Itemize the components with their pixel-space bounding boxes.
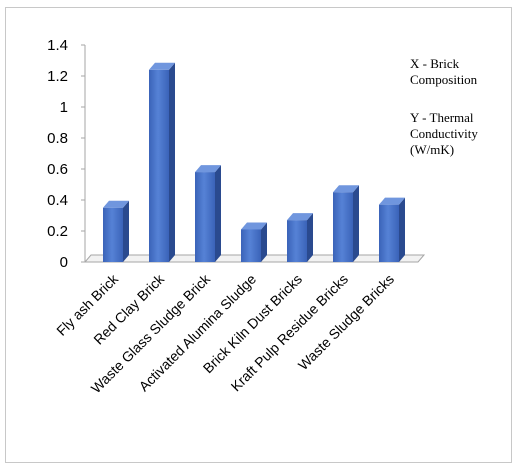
y-tick-label: 0 [60,254,68,271]
bar-front [241,229,261,262]
bar [287,213,313,262]
bar [103,200,129,262]
bar-top [149,62,175,70]
y-tick-label: 1.4 [47,37,68,54]
bars [103,62,405,262]
bar-side [261,222,267,262]
bar-front [333,192,353,262]
bar-top [103,200,129,208]
bar [195,165,221,262]
bar-top [379,197,405,205]
bar-top [241,222,267,230]
y-tick-label: 0.2 [47,223,68,240]
bar-side [169,62,175,262]
y-annotation: Y - Thermal Conductivity (W/mK) [410,110,478,157]
bar [379,197,405,262]
bar-front [195,172,215,262]
bar-front [103,207,123,262]
bar-side [399,197,405,262]
bar-top [195,165,221,173]
bar-side [307,213,313,262]
y-tick-label: 0.8 [47,130,68,147]
x-annotation: X - Brick Composition [410,56,478,87]
bar [149,62,175,262]
bar-front [287,220,307,262]
y-tick-label: 0.6 [47,161,68,178]
y-tick-label: 0.4 [47,192,68,209]
bar-side [215,165,221,262]
y-tick-label: 1 [60,99,68,116]
bar-front [149,69,169,262]
bar-top [333,185,359,193]
bar-front [379,204,399,262]
bar [333,185,359,262]
y-tick-label: 1.2 [47,68,68,85]
y-tick-labels: 0 0.2 0.4 0.6 0.8 1 1.2 1.4 [47,37,85,271]
bar-side [123,200,129,262]
bar [241,222,267,262]
bar-side [353,185,359,262]
bar-top [287,213,313,221]
